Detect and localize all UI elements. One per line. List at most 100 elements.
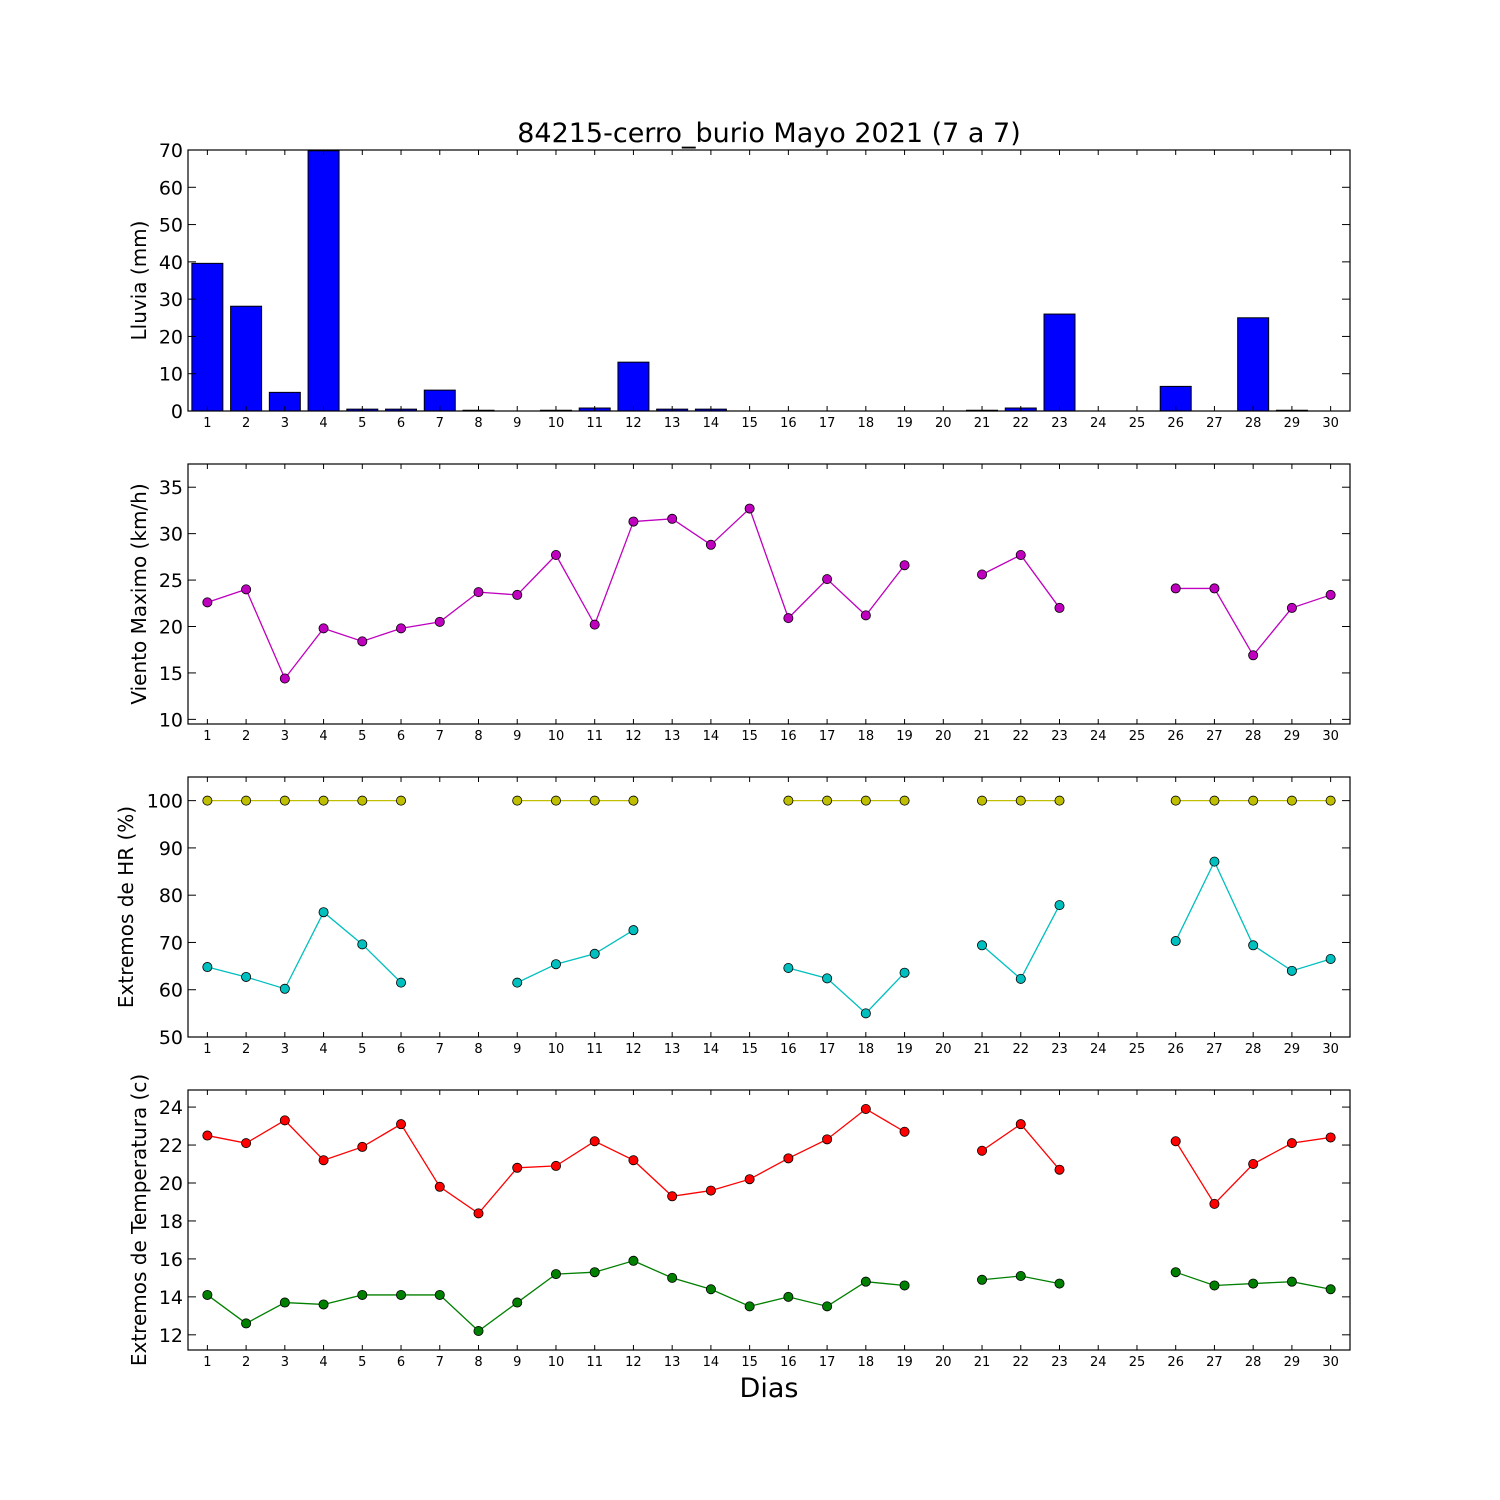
x-tick-label: 13 <box>664 1042 681 1057</box>
y-tick-label: 70 <box>159 932 183 954</box>
series-2-point-day-14 <box>705 1284 716 1295</box>
y-tick-label: 20 <box>159 617 183 639</box>
x-tick-label: 12 <box>625 1355 642 1370</box>
series-2-point-day-27 <box>1209 856 1220 867</box>
x-tick-label: 14 <box>703 729 720 744</box>
x-tick-label: 3 <box>281 1355 289 1370</box>
series-2-point-day-15 <box>744 1301 755 1312</box>
series-1-point-day-11 <box>589 795 600 806</box>
series-1-point-day-3 <box>279 673 290 684</box>
x-tick-label: 25 <box>1129 1355 1146 1370</box>
x-tick-label: 16 <box>780 1355 797 1370</box>
series-2-point-day-12 <box>628 1255 639 1266</box>
series-1-point-day-3 <box>279 1115 290 1126</box>
x-tick-label: 9 <box>513 1042 521 1057</box>
series-1-point-day-17 <box>822 574 833 585</box>
y-tick-label: 20 <box>159 326 183 348</box>
series-1-point-day-2 <box>241 1138 252 1149</box>
x-tick-label: 10 <box>548 416 565 431</box>
series-1-point-day-2 <box>241 584 252 595</box>
x-tick-label: 18 <box>858 416 875 431</box>
y-axis-label: Lluvia (mm) <box>127 221 151 341</box>
series-2-point-day-28 <box>1248 1278 1259 1289</box>
y-tick-label: 18 <box>159 1211 183 1233</box>
x-tick-label: 29 <box>1284 1042 1301 1057</box>
series-1-line <box>981 554 1061 609</box>
series-1-point-day-30 <box>1325 1132 1336 1143</box>
series-2-point-day-21 <box>977 1274 988 1285</box>
x-tick-label: 20 <box>935 1355 952 1370</box>
x-tick-label: 24 <box>1090 1042 1107 1057</box>
panel-1: 1 2 3 4 5 6 7 8 9 10 11 12 13 14 15 16 17 18 19 20 21 22 23 24 2… <box>127 140 1351 431</box>
series-2-point-day-5 <box>357 939 368 950</box>
series-1-point-day-19 <box>899 560 910 571</box>
x-tick-label: 16 <box>780 1042 797 1057</box>
series-1-point-day-11 <box>589 1136 600 1147</box>
series-2-point-day-17 <box>822 1301 833 1312</box>
x-tick-label: 20 <box>935 416 952 431</box>
x-tick-label: 17 <box>819 1355 836 1370</box>
series-1-point-day-11 <box>589 619 600 630</box>
y-tick-label: 35 <box>159 477 183 499</box>
x-tick-label: 11 <box>586 1355 603 1370</box>
x-tick-label: 22 <box>1012 729 1029 744</box>
x-tick-label: 10 <box>548 1042 565 1057</box>
series-2-point-day-26 <box>1170 1267 1181 1278</box>
series-1-line <box>1175 1136 1331 1205</box>
x-tick-label: 25 <box>1129 1042 1146 1057</box>
panel-4: 1 2 3 4 5 6 7 8 9 10 11 12 13 14 15 16 17 18 19 20 21 22 23 24 2… <box>127 1074 1351 1370</box>
x-tick-label: 12 <box>625 416 642 431</box>
series-2-line <box>788 967 906 1015</box>
series-1-point-day-7 <box>434 1181 445 1192</box>
x-tick-label: 27 <box>1206 1355 1223 1370</box>
series-2-point-day-19 <box>899 1280 910 1291</box>
x-tick-label: 4 <box>319 1042 327 1057</box>
series-1-point-day-29 <box>1286 795 1297 806</box>
series-2-point-day-29 <box>1286 965 1297 976</box>
series-2-point-day-9 <box>512 977 523 988</box>
series-2-point-day-2 <box>241 971 252 982</box>
x-tick-label: 23 <box>1051 416 1068 431</box>
x-tick-label: 27 <box>1206 1042 1223 1057</box>
series-1-point-day-22 <box>1015 795 1026 806</box>
series-1-point-day-9 <box>512 589 523 600</box>
series-2-point-day-23 <box>1054 1278 1065 1289</box>
x-tick-label: 15 <box>741 1355 758 1370</box>
x-tick-label: 14 <box>703 1042 720 1057</box>
series-2-point-day-17 <box>822 973 833 984</box>
x-tick-label: 10 <box>548 1355 565 1370</box>
series-1-point-day-7 <box>434 616 445 627</box>
series-2-point-day-10 <box>550 959 561 970</box>
series-1-point-day-30 <box>1325 589 1336 600</box>
series-1-point-day-18 <box>860 610 871 621</box>
series-2-point-day-27 <box>1209 1280 1220 1291</box>
y-tick-label: 10 <box>159 709 183 731</box>
series-1-point-day-6 <box>396 795 407 806</box>
x-tick-label: 21 <box>974 416 991 431</box>
series-2-line <box>516 929 634 984</box>
x-tick-label: 13 <box>664 416 681 431</box>
x-tick-label: 19 <box>896 416 913 431</box>
x-tick-label: 22 <box>1012 416 1029 431</box>
series-1-point-day-18 <box>860 1103 871 1114</box>
series-1-point-day-12 <box>628 516 639 527</box>
series-2-line <box>1175 860 1331 972</box>
x-tick-label: 27 <box>1206 416 1223 431</box>
series-1-point-day-1 <box>202 795 213 806</box>
x-tick-label: 28 <box>1245 1042 1262 1057</box>
series-2-point-day-4 <box>318 1299 329 1310</box>
y-tick-label: 80 <box>159 885 183 907</box>
x-tick-label: 21 <box>974 1355 991 1370</box>
series-2-point-day-18 <box>860 1008 871 1019</box>
x-tick-label: 2 <box>242 416 250 431</box>
x-tick-label: 3 <box>281 729 289 744</box>
series-1-point-day-14 <box>705 1185 716 1196</box>
series-1-point-day-10 <box>550 795 561 806</box>
x-tick-label: 25 <box>1129 416 1146 431</box>
x-tick-label: 1 <box>203 729 211 744</box>
series-2-point-day-18 <box>860 1276 871 1287</box>
series-2-point-day-8 <box>473 1326 484 1337</box>
series-2-point-day-19 <box>899 967 910 978</box>
series-1-point-day-22 <box>1015 1119 1026 1130</box>
